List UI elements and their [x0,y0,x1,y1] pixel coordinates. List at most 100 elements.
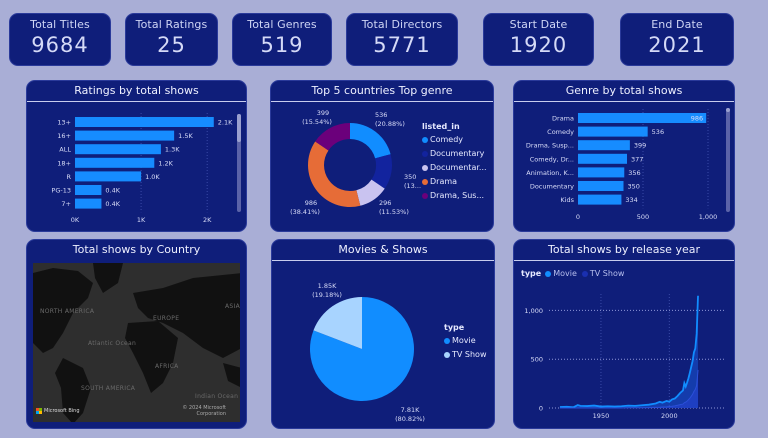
category-label: 16+ [57,132,71,140]
slice-pct-label: (80.82%) [395,415,425,423]
genre-card[interactable]: Genre by total shows 0 500 1,000 Drama 986 Co… [513,80,735,232]
copyright-line-1: © 2024 Microsoft [182,405,226,411]
legend-item[interactable]: Comedy [422,135,487,144]
bar[interactable] [578,181,624,191]
kpi-value: 519 [260,33,304,57]
data-label: 1.0K [145,173,160,181]
x-tick-label: 1,000 [699,213,718,221]
donut-slice[interactable] [371,154,392,189]
y-tick-label: 1,000 [524,307,543,315]
area-movie[interactable] [559,295,699,408]
bar[interactable] [578,167,625,178]
ratings-scrollbar[interactable] [237,114,241,212]
slice-pct-label: (15.54%) [302,118,332,126]
movies-shows-card[interactable]: Movies & Shows 7.81K (80.82%) 1.85K (19.18%… [271,239,495,429]
category-label: PG-13 [51,187,71,195]
map-copyright: © 2024 Microsoft Corporation [182,405,226,417]
legend-item[interactable]: Movie [545,269,577,278]
bing-logo: Microsoft Bing [36,408,80,414]
kpi-label: Total Ratings [135,18,208,31]
country-map-card[interactable]: Total shows by Country NORTH AMERICA EUR… [26,239,247,429]
data-label: 0.4K [105,200,120,208]
bar[interactable] [75,185,102,195]
map-title: Total shows by Country [72,243,201,256]
copyright-line-2: Corporation [196,411,226,417]
kpi-label: Total Genres [247,18,317,31]
release-year-area-chart[interactable]: 0 500 1,000 1950 2000 [514,278,735,428]
ratings-title: Ratings by total shows [27,81,246,102]
kpi-value: 9684 [31,33,89,57]
map-label-africa: AFRICA [155,363,179,370]
legend-item[interactable]: Drama [422,177,487,186]
category-label: R [66,173,71,181]
bar[interactable] [75,144,161,155]
legend-label: Drama [430,177,458,186]
line-tv-show [559,369,699,409]
category-label: ALL [59,146,71,154]
x-tick-label: 0 [576,213,580,221]
release-year-card[interactable]: Total shows by release year type Movie TV… [513,239,735,429]
donut-slice[interactable] [315,123,350,151]
bar[interactable] [578,126,648,137]
data-label: 536 [652,128,664,136]
donut-slice[interactable] [350,123,391,159]
kpi-total-ratings: Total Ratings 25 [125,13,218,66]
area-tv-show[interactable] [559,369,699,408]
bar[interactable] [75,117,214,127]
top-countries-genre-title: Top 5 countries Top genre [271,81,493,102]
bar[interactable] [578,194,622,205]
category-label: Kids [560,196,574,204]
x-tick-label: 0K [71,216,80,224]
legend-dot-icon [444,351,450,358]
pie-slice[interactable] [313,297,362,349]
category-label: 7+ [61,200,71,208]
slice-value-label: 986 [305,199,317,207]
x-tick-label: 500 [637,213,649,221]
slice-pct-label: (38.41%) [290,208,320,216]
legend-item[interactable]: Documentar... [422,163,487,172]
legend-dot-icon [444,337,450,344]
donut-legend: listed_in Comedy Documentary Documentar...… [422,122,487,205]
ratings-card[interactable]: Ratings by total shows 0K 1K 2K 13+ 2.1K 16+ 1… [26,80,247,232]
legend-item[interactable]: TV Show [444,350,487,359]
bar[interactable] [75,130,175,141]
x-tick-label: 2K [203,216,212,224]
category-label: Drama [552,115,574,123]
genre-scrollbar-thumb[interactable] [726,108,730,112]
x-tick-label: 1K [137,216,146,224]
y-tick-label: 500 [531,356,543,364]
donut-slice[interactable] [308,141,361,207]
top-countries-genre-card[interactable]: Top 5 countries Top genre 536 (20.88%) 350… [270,80,494,232]
legend-label: TV Show [452,350,487,359]
ratings-bar-chart[interactable]: 0K 1K 2K 13+ 2.1K 16+ 1.5K ALL 1.3K 18+ 1.2K R 1.0K P… [27,103,247,232]
kpi-value: 5771 [373,33,431,57]
world-map[interactable]: NORTH AMERICA EUROPE ASIA Atlantic Ocean… [33,263,240,422]
bar[interactable] [578,153,628,164]
bar[interactable] [578,113,707,123]
legend-dot-icon [422,150,428,157]
y-tick-label: 0 [539,405,543,413]
bar[interactable] [578,140,630,151]
ratings-scrollbar-thumb[interactable] [237,114,241,142]
data-label: 377 [631,155,643,163]
legend-title: type [444,323,465,332]
microsoft-logo-icon [36,408,42,414]
legend-item[interactable]: Movie [444,336,487,345]
donut-slice[interactable] [356,179,385,206]
legend-item[interactable]: Drama, Sus... [422,191,487,200]
data-label: 0.4K [105,187,120,195]
legend-item[interactable]: Documentary [422,149,487,158]
genre-donut-chart[interactable]: 536(20.88%) 350(13....) 296(11.53%) 986(38.… [271,103,421,232]
kpi-value: 1920 [509,33,568,57]
data-label: 399 [634,142,646,150]
legend-label: Documentary [430,149,485,158]
data-label: 334 [625,196,637,204]
legend-item[interactable]: TV Show [581,269,624,278]
bar[interactable] [75,198,102,209]
movies-shows-pie-chart[interactable]: 7.81K(80.82%) 1.85K(19.18%) [272,262,442,429]
bar[interactable] [75,157,155,168]
genre-scrollbar[interactable] [726,108,730,212]
genre-bar-chart[interactable]: 0 500 1,000 Drama 986 Comedy 536 Drama, Susp...… [514,103,735,232]
kpi-label: Total Directors [361,18,443,31]
bar[interactable] [75,171,142,182]
